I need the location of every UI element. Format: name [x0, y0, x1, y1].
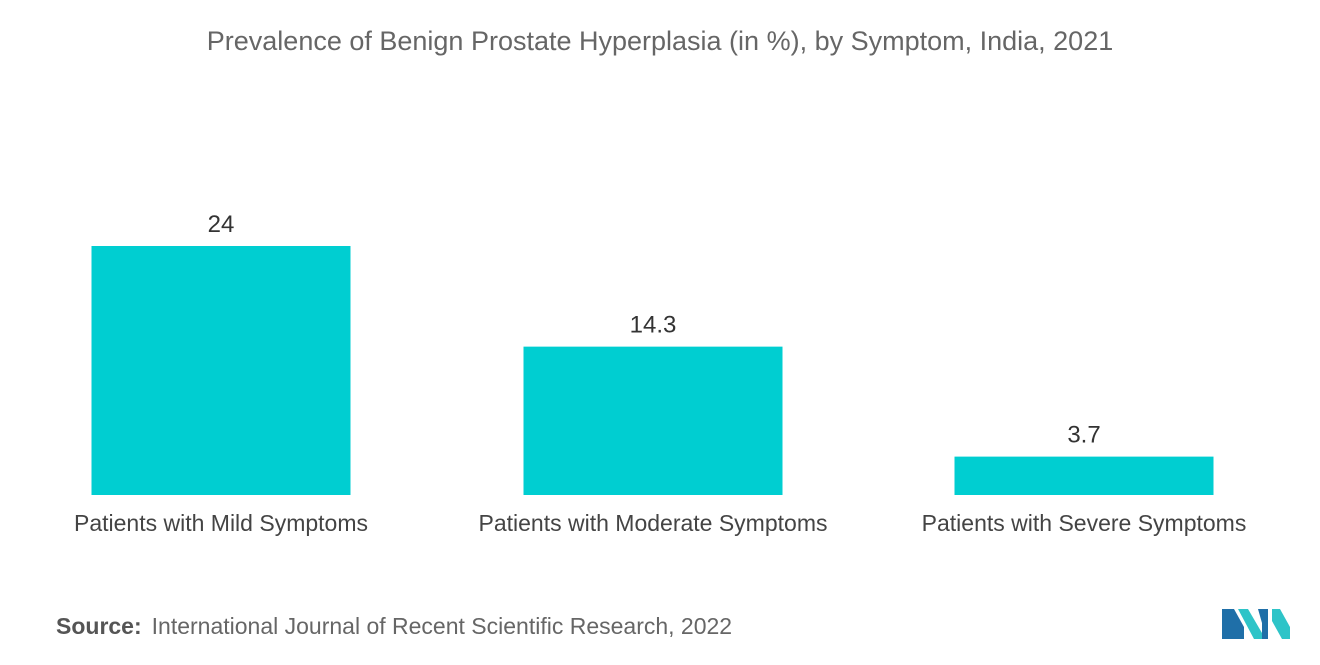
source-label: Source: [56, 613, 142, 639]
bar-3 [954, 456, 1214, 495]
bar-2 [523, 346, 783, 495]
bar-chart: 24 Patients with Mild Symptoms 14.3 Patient… [74, 211, 1246, 536]
mordor-intelligence-logo-icon [1222, 609, 1290, 639]
source-text: International Journal of Recent Scientif… [151, 613, 733, 639]
category-label-3: Patients with Severe Symptoms [922, 510, 1247, 536]
bars-group: 24 Patients with Mild Symptoms 14.3 Patient… [74, 211, 1246, 536]
chart-title: Prevalence of Benign Prostate Hyperplasi… [206, 26, 1114, 56]
category-label-1: Patients with Mild Symptoms [74, 510, 368, 536]
source-note: Source: International Journal of Recent S… [56, 613, 732, 640]
bar-value-label-1: 24 [208, 211, 235, 238]
bar-value-label-2: 14.3 [630, 312, 677, 339]
bar-value-label-3: 3.7 [1067, 422, 1100, 449]
bar-1 [91, 246, 351, 495]
category-label-2: Patients with Moderate Symptoms [479, 510, 828, 536]
